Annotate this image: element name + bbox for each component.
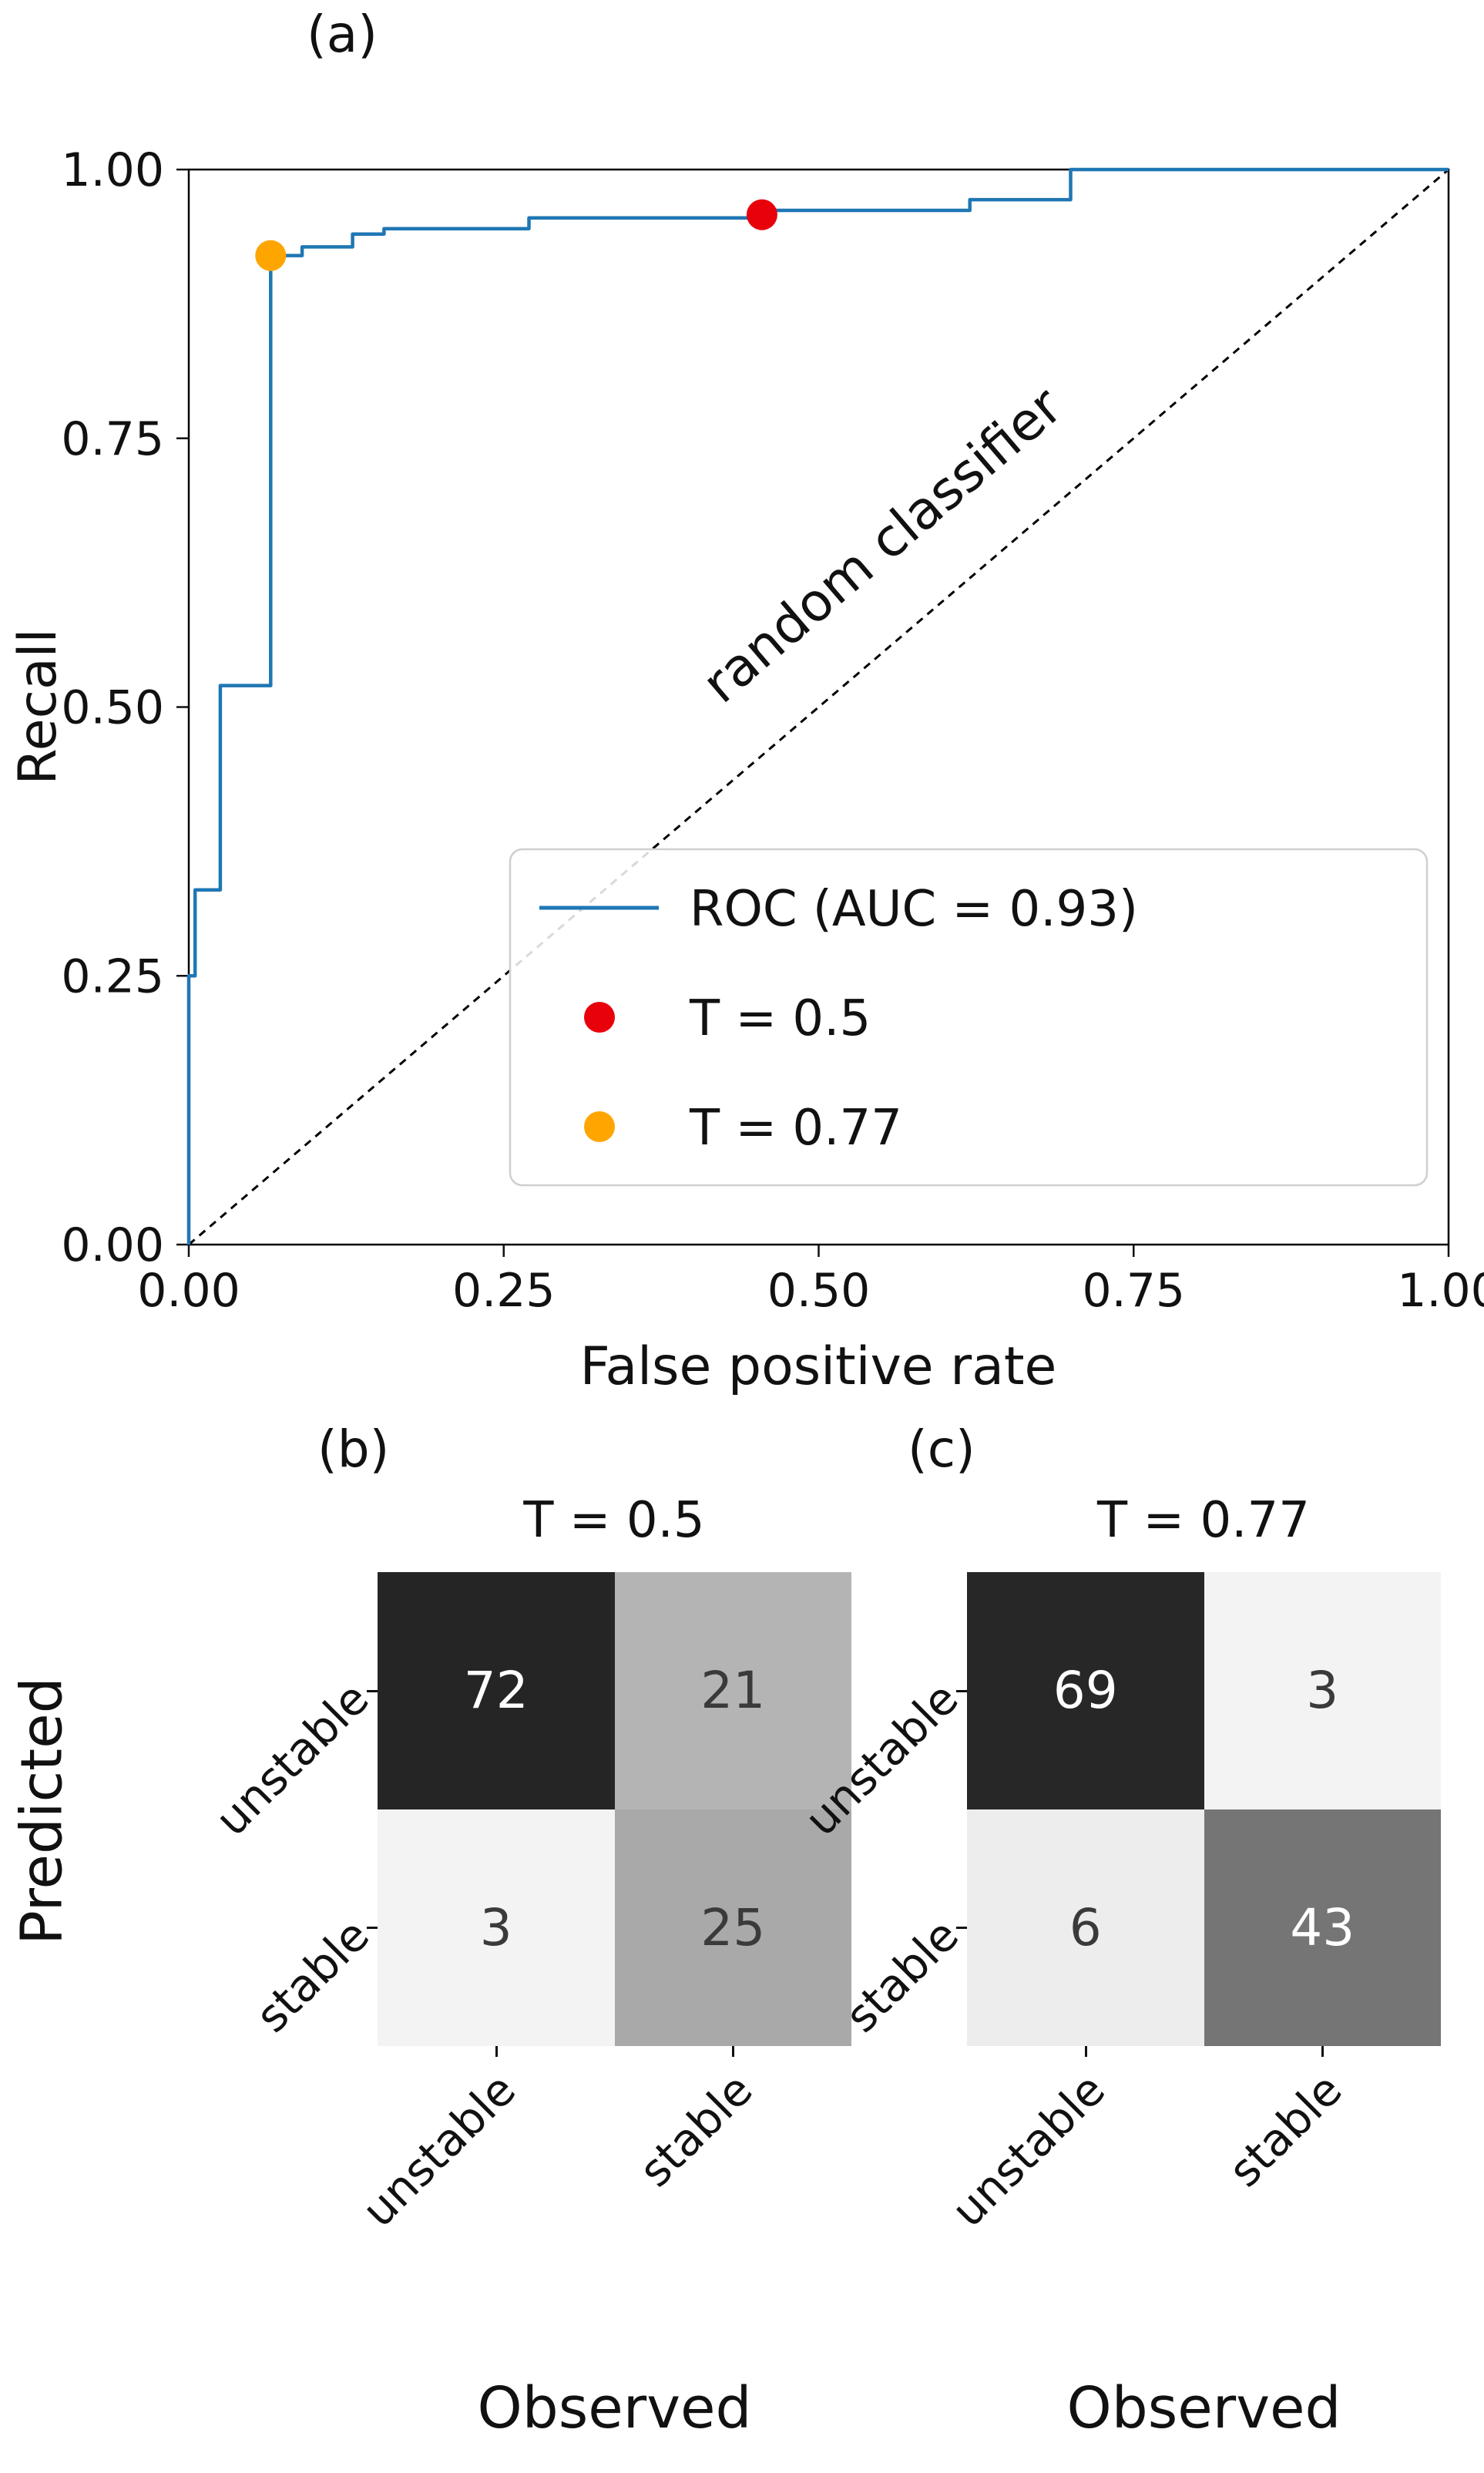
predicted-axis-title-text: Predicted <box>9 1677 76 1945</box>
row-label-stable: stable <box>834 1909 969 2043</box>
legend-box <box>509 848 1429 1187</box>
x-axis-title: False positive rate <box>580 1336 1057 1397</box>
x-tick-label: 0.50 <box>767 1264 871 1318</box>
legend-t077-marker <box>584 1111 615 1142</box>
confusion-matrix-t05: 72 21 3 25 <box>378 1572 851 2046</box>
predicted-axis-title: Predicted <box>0 1576 85 2046</box>
roc-curve <box>186 167 1449 1245</box>
row-label-unstable: unstable <box>205 1672 380 1846</box>
matrix-c-title: T = 0.77 <box>1097 1492 1310 1549</box>
matrix-cell: 21 <box>614 1572 851 1809</box>
matrix-x-tick <box>495 2046 498 2057</box>
matrix-cell: 25 <box>614 1809 851 2046</box>
random-classifier-line <box>188 168 1449 1246</box>
matrix-b-title: T = 0.5 <box>523 1492 705 1549</box>
y-tick-label: 0.25 <box>61 949 164 1003</box>
matrix-y-tick <box>367 1689 378 1692</box>
panel-a-label: (a) <box>307 5 378 64</box>
matrix-cell: 3 <box>1204 1572 1441 1809</box>
y-axis-ticks: 0.00 0.25 0.50 0.75 1.00 <box>61 143 189 1272</box>
x-tick-label: 1.00 <box>1397 1264 1484 1318</box>
legend-t05-marker <box>584 1002 615 1033</box>
y-tick-label: 0.75 <box>61 412 164 466</box>
col-label-unstable: unstable <box>941 2063 1116 2237</box>
matrix-x-tick <box>1321 2046 1325 2057</box>
observed-axis-title-b: Observed <box>477 2375 752 2441</box>
y-tick-label: 1.00 <box>61 143 164 197</box>
legend-roc-label: ROC (AUC = 0.93) <box>690 881 1138 938</box>
matrix-cell: 43 <box>1204 1809 1441 2046</box>
legend-t05-label: T = 0.5 <box>689 990 871 1047</box>
col-label-stable: stable <box>629 2063 763 2197</box>
matrix-x-tick <box>1084 2046 1087 2057</box>
matrix-x-tick <box>732 2046 735 2057</box>
confusion-matrix-t077: 69 3 6 43 <box>967 1572 1441 2046</box>
col-label-unstable: unstable <box>351 2063 526 2237</box>
matrix-y-tick <box>367 1927 378 1930</box>
threshold-marker-t077 <box>255 240 287 271</box>
observed-axis-title-c: Observed <box>1066 2375 1341 2441</box>
col-label-stable: stable <box>1218 2063 1352 2197</box>
matrix-y-tick <box>956 1689 967 1692</box>
matrix-cell: 6 <box>967 1809 1204 2046</box>
panel-b-label: (b) <box>317 1420 390 1479</box>
matrix-cell: 72 <box>378 1572 615 1809</box>
panel-c-label: (c) <box>908 1420 975 1479</box>
matrix-cell: 3 <box>378 1809 615 2046</box>
y-tick-label: 0.00 <box>61 1218 164 1272</box>
y-tick-label: 0.50 <box>61 681 164 735</box>
legend-t077-label: T = 0.77 <box>689 1100 902 1157</box>
y-axis-title: Recall <box>8 629 69 785</box>
x-axis-ticks: 0.00 0.25 0.50 0.75 1.00 <box>137 1245 1484 1318</box>
x-tick-label: 0.75 <box>1082 1264 1185 1318</box>
legend: ROC (AUC = 0.93) T = 0.5 T = 0.77 <box>509 848 1429 1187</box>
x-tick-label: 0.25 <box>452 1264 556 1318</box>
matrix-cell: 69 <box>967 1572 1204 1809</box>
matrix-y-tick <box>956 1927 967 1930</box>
x-tick-label: 0.00 <box>137 1264 240 1318</box>
roc-plot: random classifier 0.00 0.25 0.50 0.75 1.00 0… <box>8 143 1484 1397</box>
row-label-stable: stable <box>245 1909 380 2043</box>
random-classifier-annotation: random classifier <box>691 376 1074 715</box>
threshold-marker-t05 <box>746 199 777 230</box>
